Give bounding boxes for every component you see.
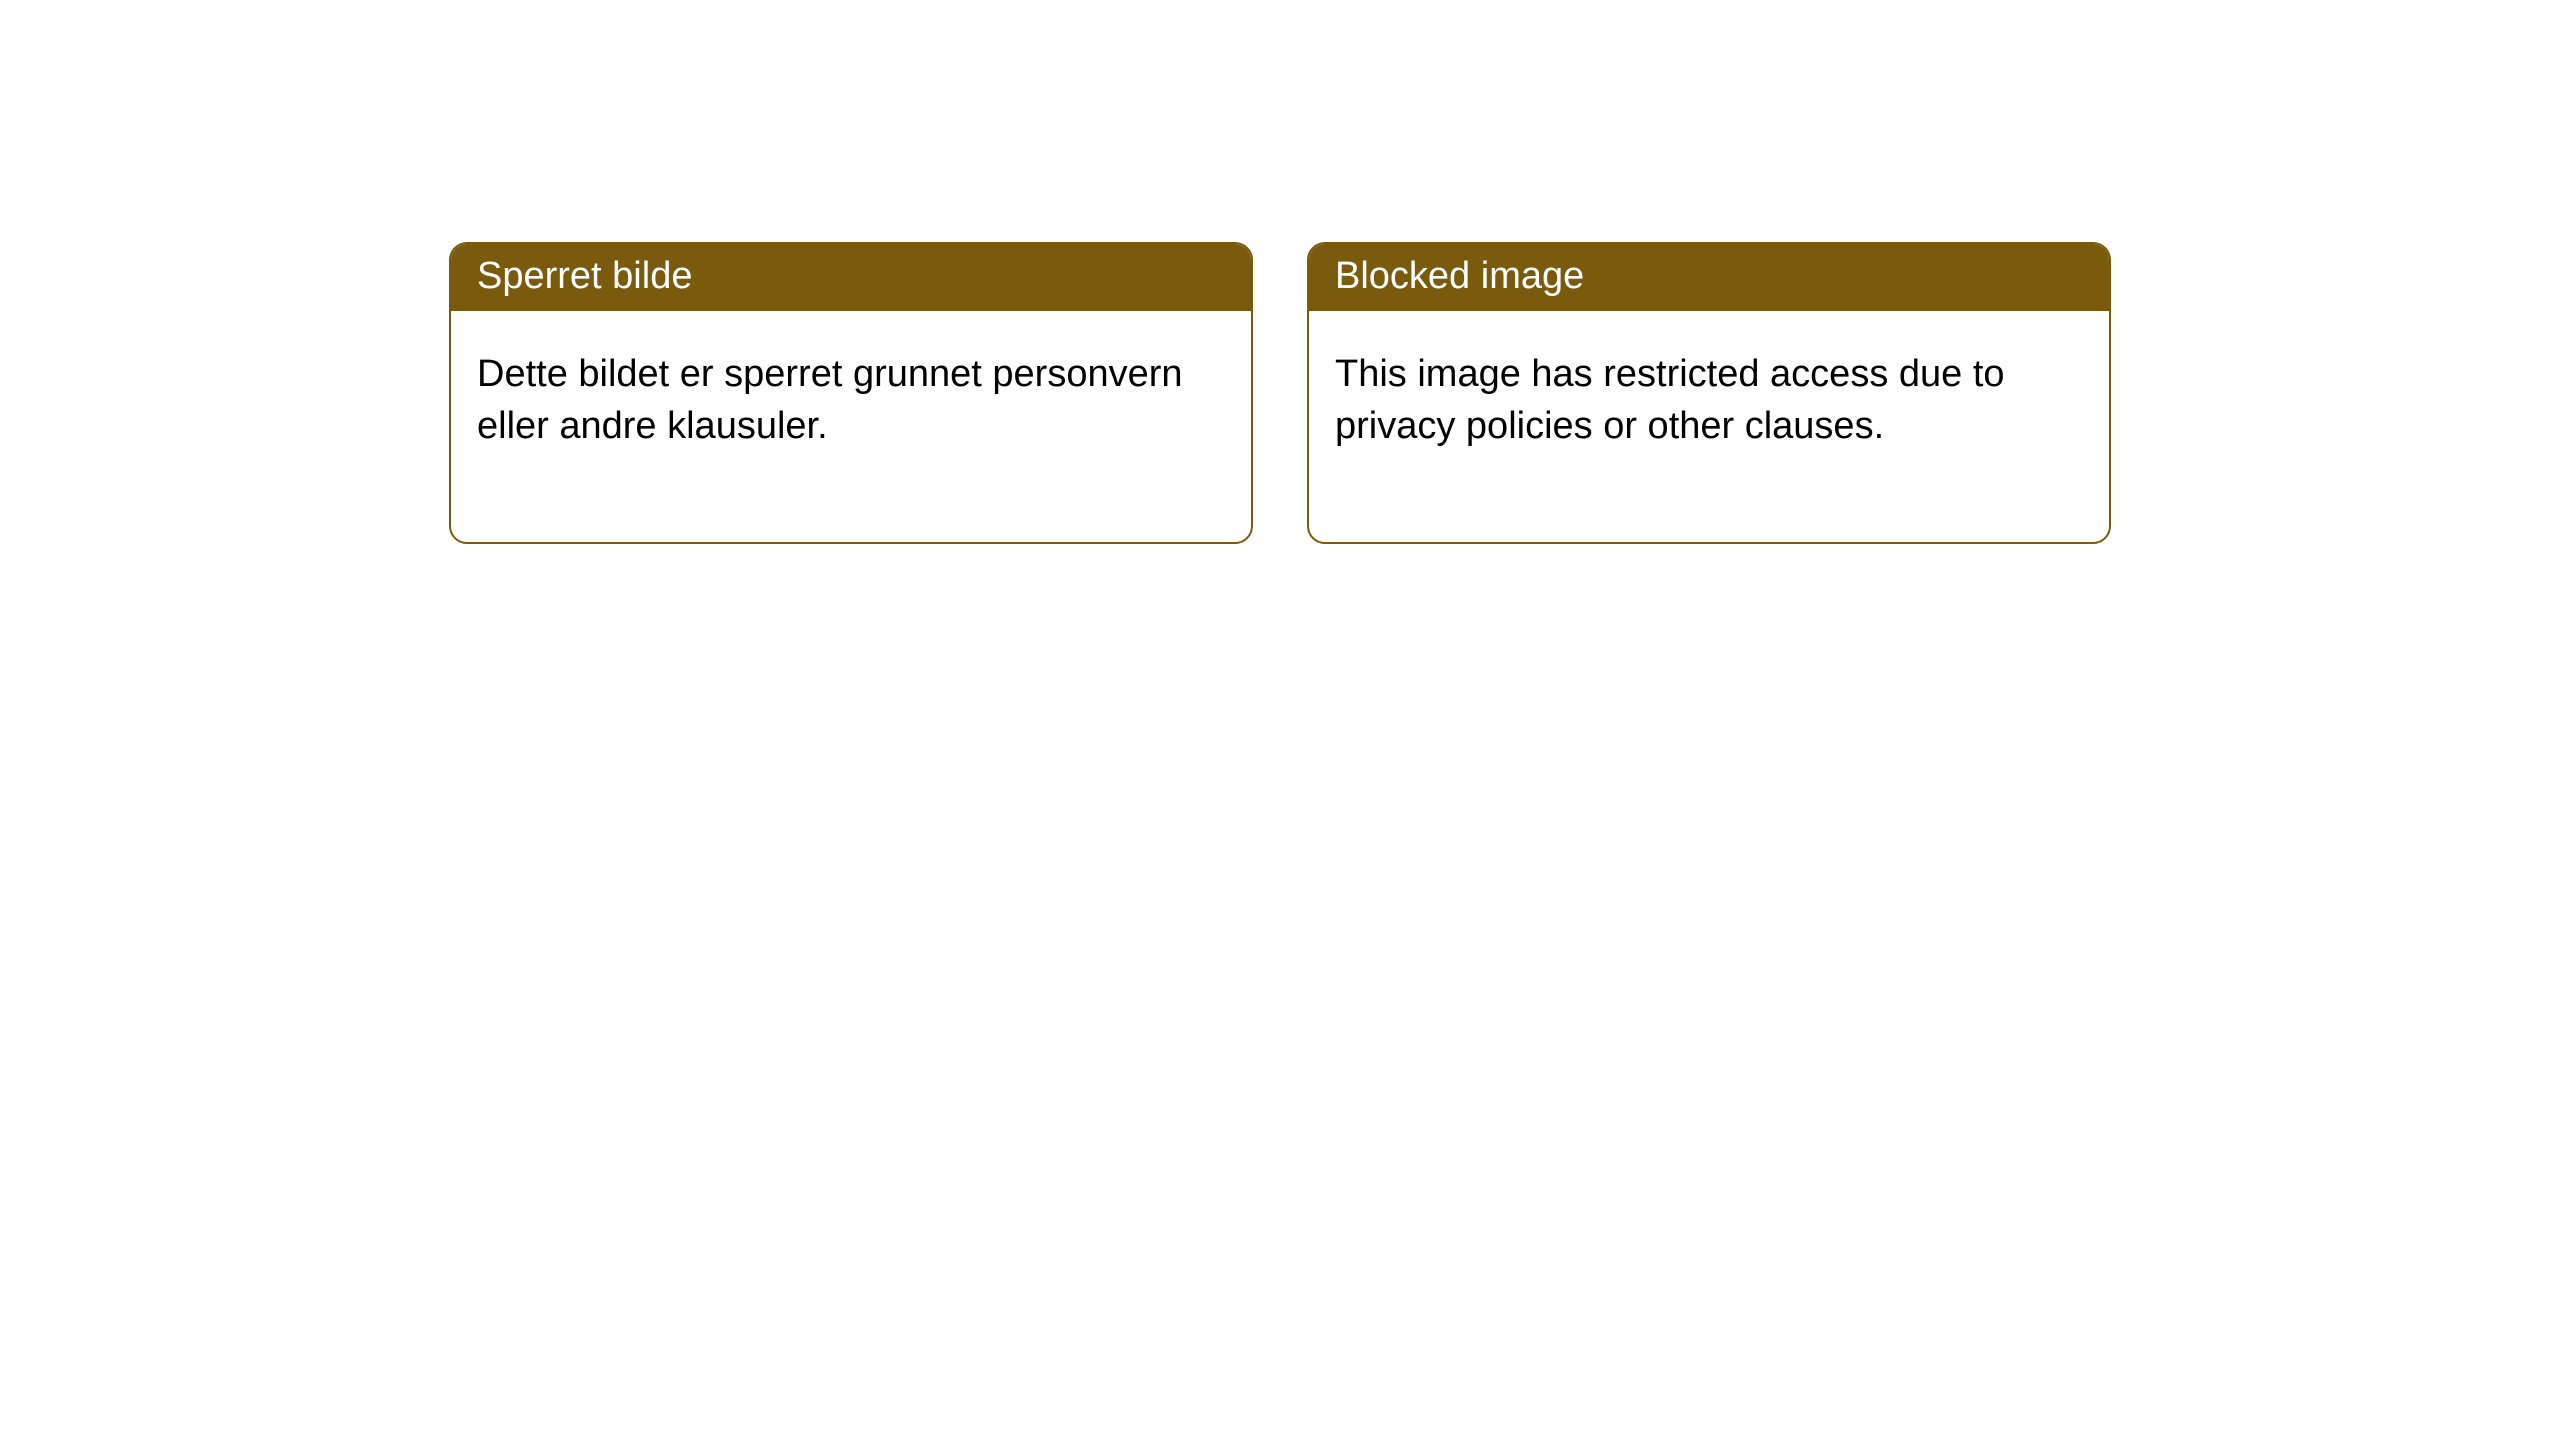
notice-title: Sperret bilde xyxy=(451,244,1251,311)
notice-card-english: Blocked image This image has restricted … xyxy=(1307,242,2111,544)
notice-card-norwegian: Sperret bilde Dette bildet er sperret gr… xyxy=(449,242,1253,544)
notice-container: Sperret bilde Dette bildet er sperret gr… xyxy=(0,0,2560,544)
notice-title: Blocked image xyxy=(1309,244,2109,311)
notice-body: This image has restricted access due to … xyxy=(1309,311,2109,542)
notice-body: Dette bildet er sperret grunnet personve… xyxy=(451,311,1251,542)
